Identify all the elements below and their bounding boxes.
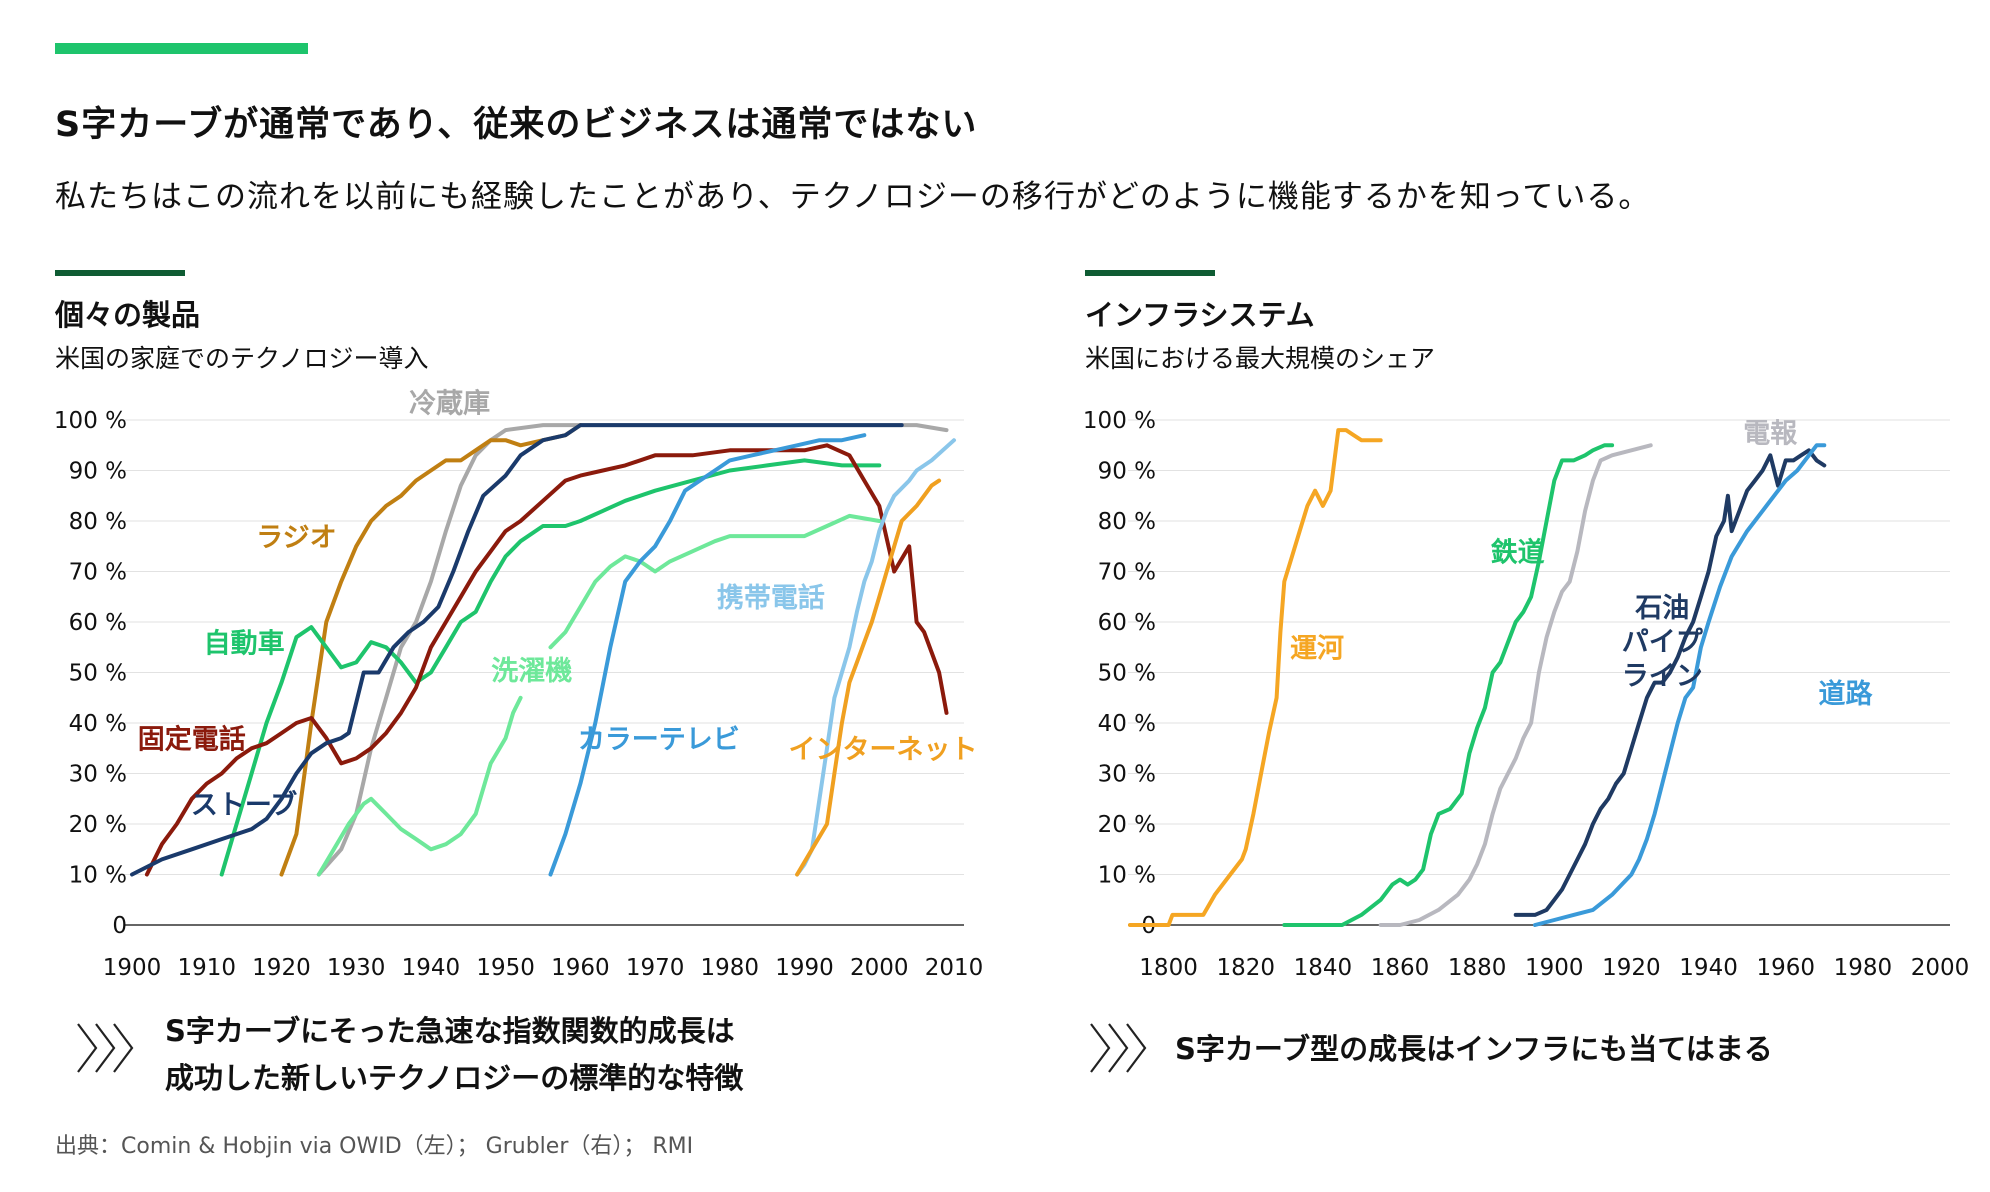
left-chart-x-tick-label: 1920 bbox=[252, 955, 311, 981]
right-chart-x-tick-label: 1980 bbox=[1834, 955, 1893, 981]
left-chart-series-line bbox=[316, 423, 949, 877]
top-accent-bar bbox=[55, 43, 308, 54]
left-chart-x-tick-label: 1900 bbox=[103, 955, 162, 981]
left-takeaway-line-1: S字カーブにそった急速な指数関数的成長は bbox=[165, 1014, 735, 1048]
right-chart-series-label: 電報 bbox=[1743, 419, 1798, 450]
left-chart-series-label: ストーブ bbox=[191, 789, 297, 821]
chevrons-icon bbox=[77, 1023, 134, 1073]
left-chart-x-tick-label: 1950 bbox=[476, 955, 535, 981]
page-subtitle: 私たちはこの流れを以前にも経験したことがあり、テクノロジーの移行がどのように機能… bbox=[55, 179, 1651, 215]
right-chart-series-line bbox=[1282, 443, 1615, 927]
right-chart-y-tick-label: 50 % bbox=[1098, 661, 1156, 687]
left-chart-y-tick-label: 50 % bbox=[69, 661, 127, 687]
right-chart-x-tick-label: 1800 bbox=[1139, 955, 1198, 981]
left-chart-series-line bbox=[130, 423, 904, 877]
right-chart-series-label: 運河 bbox=[1290, 633, 1344, 664]
right-chart-series-label: 道路 bbox=[1819, 678, 1874, 710]
left-chart-series-line bbox=[219, 458, 882, 877]
left-takeaway-line-2: 成功した新しいテクノロジーの標準的な特徴 bbox=[165, 1061, 744, 1095]
left-chart: 0 10 % 20 % 30 % 40 % 50 % 60 % 70 % 80 % 90 % 100… bbox=[54, 388, 984, 981]
left-chart-series-label: 洗濯機 bbox=[491, 656, 572, 687]
left-chart-series-line bbox=[548, 513, 882, 650]
right-takeaway: S字カーブ型の成長はインフラにも当てはまる bbox=[1175, 1026, 1773, 1073]
left-panel-subtitle: 米国の家庭でのテクノロジー導入 bbox=[55, 344, 429, 373]
right-chart-series-line bbox=[1128, 428, 1383, 927]
left-chart-x-tick-label: 1940 bbox=[402, 955, 461, 981]
left-takeaway: S字カーブにそった急速な指数関数的成長は 成功した新しいテクノロジーの標準的な特… bbox=[165, 1008, 743, 1102]
right-chart-x-tick-label: 1860 bbox=[1371, 955, 1430, 981]
right-chart: 010 %20 %30 %40 %50 %60 %70 %80 %90 %100… bbox=[1083, 408, 1970, 981]
left-chart-y-tick-label: 70 % bbox=[69, 560, 127, 586]
chevrons-icon bbox=[1090, 1023, 1147, 1073]
left-chart-series-line bbox=[279, 423, 583, 877]
right-chart-y-tick-label: 70 % bbox=[1098, 560, 1156, 586]
left-chart-y-tick-label: 20 % bbox=[69, 812, 127, 838]
left-panel-title: 個々の製品 bbox=[55, 298, 201, 332]
left-chart-series-label: インターネット bbox=[789, 734, 978, 765]
right-chart-y-tick-label: 90 % bbox=[1098, 459, 1156, 485]
right-chart-x-tick-label: 1960 bbox=[1756, 955, 1815, 981]
left-chart-x-tick-label: 1930 bbox=[327, 955, 386, 981]
left-chart-y-tick-label: 40 % bbox=[69, 711, 127, 737]
right-chart-y-tick-label: 100 % bbox=[1083, 408, 1156, 434]
left-chart-y-tick-label: 80 % bbox=[69, 509, 127, 535]
left-chart-y-tick-label: 90 % bbox=[69, 459, 127, 485]
left-chart-x-tick-label: 2010 bbox=[925, 955, 984, 981]
right-chart-x-tick-label: 1840 bbox=[1294, 955, 1353, 981]
right-chart-y-tick-label: 10 % bbox=[1098, 863, 1156, 889]
left-chart-series-label: カラーテレビ bbox=[578, 724, 740, 755]
left-chart-series-label: 冷蔵庫 bbox=[409, 388, 490, 419]
right-chart-x-tick-label: 1940 bbox=[1679, 955, 1738, 981]
source-note: 出典：Comin & Hobjin via OWID（左）； Grubler（右… bbox=[55, 1134, 694, 1159]
left-chart-series-line bbox=[548, 433, 867, 877]
left-chart-x-tick-label: 2000 bbox=[850, 955, 909, 981]
right-chart-x-tick-label: 1900 bbox=[1525, 955, 1584, 981]
page-title: S字カーブが通常であり、従来のビジネスは通常ではない bbox=[55, 105, 978, 145]
left-chart-series-label: 自動車 bbox=[204, 627, 285, 659]
left-chart-y-tick-label: 100 % bbox=[54, 408, 127, 434]
right-panel-subtitle: 米国における最大規模のシェア bbox=[1085, 344, 1436, 373]
right-chart-x-tick-label: 1820 bbox=[1216, 955, 1275, 981]
left-chart-series-line bbox=[795, 438, 956, 877]
left-chart-series-line bbox=[144, 443, 949, 877]
right-panel-accent bbox=[1085, 270, 1215, 276]
right-chart-series-line bbox=[1378, 443, 1653, 927]
left-chart-series-line bbox=[316, 695, 523, 877]
left-chart-x-tick-label: 1970 bbox=[626, 955, 685, 981]
right-takeaway-line-1: S字カーブ型の成長はインフラにも当てはまる bbox=[1175, 1032, 1773, 1066]
left-panel-accent bbox=[55, 270, 185, 276]
left-chart-x-tick-label: 1980 bbox=[701, 955, 760, 981]
left-chart-x-tick-label: 1960 bbox=[551, 955, 610, 981]
left-chart-y-tick-label: 60 % bbox=[69, 610, 127, 636]
right-chart-y-tick-label: 20 % bbox=[1098, 812, 1156, 838]
right-chart-y-tick-label: 60 % bbox=[1098, 610, 1156, 636]
right-chart-x-tick-label: 1920 bbox=[1602, 955, 1661, 981]
right-chart-y-tick-label: 30 % bbox=[1098, 762, 1156, 788]
left-chart-x-tick-label: 1910 bbox=[177, 955, 236, 981]
right-chart-y-tick-label: 80 % bbox=[1098, 509, 1156, 535]
left-chart-x-tick-label: 1990 bbox=[775, 955, 834, 981]
left-chart-series-label: 固定電話 bbox=[138, 723, 246, 755]
right-chart-x-tick-label: 1880 bbox=[1448, 955, 1507, 981]
left-chart-series-label: 携帯電話 bbox=[717, 582, 825, 614]
right-chart-series-label: 鉄道 bbox=[1491, 536, 1545, 568]
right-chart-series-line bbox=[1533, 443, 1827, 927]
right-chart-series-label: 石油パイプライン bbox=[1622, 593, 1704, 692]
right-panel-title: インフラシステム bbox=[1085, 298, 1315, 332]
left-chart-y-tick-label: 30 % bbox=[69, 762, 127, 788]
right-chart-x-tick-label: 2000 bbox=[1911, 955, 1970, 981]
left-chart-series-line bbox=[795, 478, 942, 877]
right-chart-series-line bbox=[1513, 448, 1827, 917]
right-chart-y-tick-label: 40 % bbox=[1098, 711, 1156, 737]
left-chart-y-tick-label: 0 bbox=[112, 913, 127, 939]
left-chart-series-label: ラジオ bbox=[256, 522, 336, 553]
left-chart-y-tick-label: 10 % bbox=[69, 863, 127, 889]
